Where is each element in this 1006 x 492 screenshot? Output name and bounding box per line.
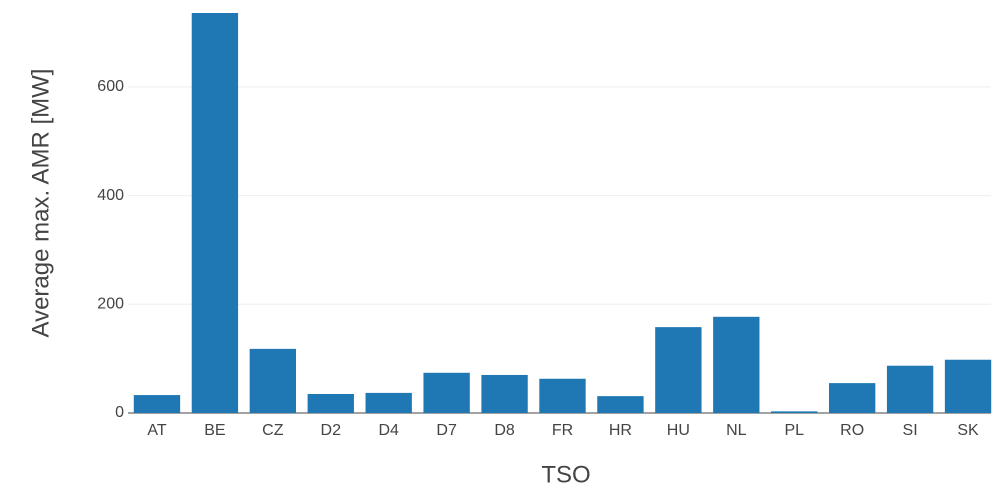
x-tick-label: D7 xyxy=(436,422,457,439)
bar xyxy=(539,378,586,413)
x-tick-label: SK xyxy=(957,422,979,439)
x-tick-label: AT xyxy=(147,422,166,439)
bar xyxy=(655,327,702,413)
x-tick-label: NL xyxy=(726,422,747,439)
bar xyxy=(597,396,644,413)
bar xyxy=(307,393,354,413)
bar xyxy=(771,411,818,413)
x-tick-label: D4 xyxy=(378,422,399,439)
bar xyxy=(365,392,412,413)
x-axis-title: TSO xyxy=(541,461,590,488)
bar xyxy=(828,383,876,413)
x-tick-label: BE xyxy=(204,422,225,439)
x-tick-label: RO xyxy=(840,422,864,439)
x-tick-label: D8 xyxy=(494,422,515,439)
y-tick-label: 400 xyxy=(97,187,124,204)
bar xyxy=(713,316,760,413)
bar xyxy=(249,348,297,413)
x-tick-label: SI xyxy=(903,422,918,439)
bar xyxy=(886,365,934,413)
y-tick-label: 0 xyxy=(115,404,124,421)
bar xyxy=(191,13,239,413)
y-tick-label: 600 xyxy=(97,78,124,95)
bar xyxy=(423,372,470,413)
y-tick-label: 200 xyxy=(97,296,124,313)
x-tick-label: HR xyxy=(609,422,632,439)
x-tick-label: D2 xyxy=(321,422,342,439)
bar xyxy=(133,395,181,413)
x-tick-label: PL xyxy=(784,422,804,439)
bar xyxy=(481,374,528,413)
x-tick-label: FR xyxy=(552,422,573,439)
y-axis-title: Average max. AMR [MW] xyxy=(27,69,54,338)
bar xyxy=(944,359,992,413)
x-tick-label: CZ xyxy=(262,422,284,439)
x-tick-label: HU xyxy=(667,422,690,439)
